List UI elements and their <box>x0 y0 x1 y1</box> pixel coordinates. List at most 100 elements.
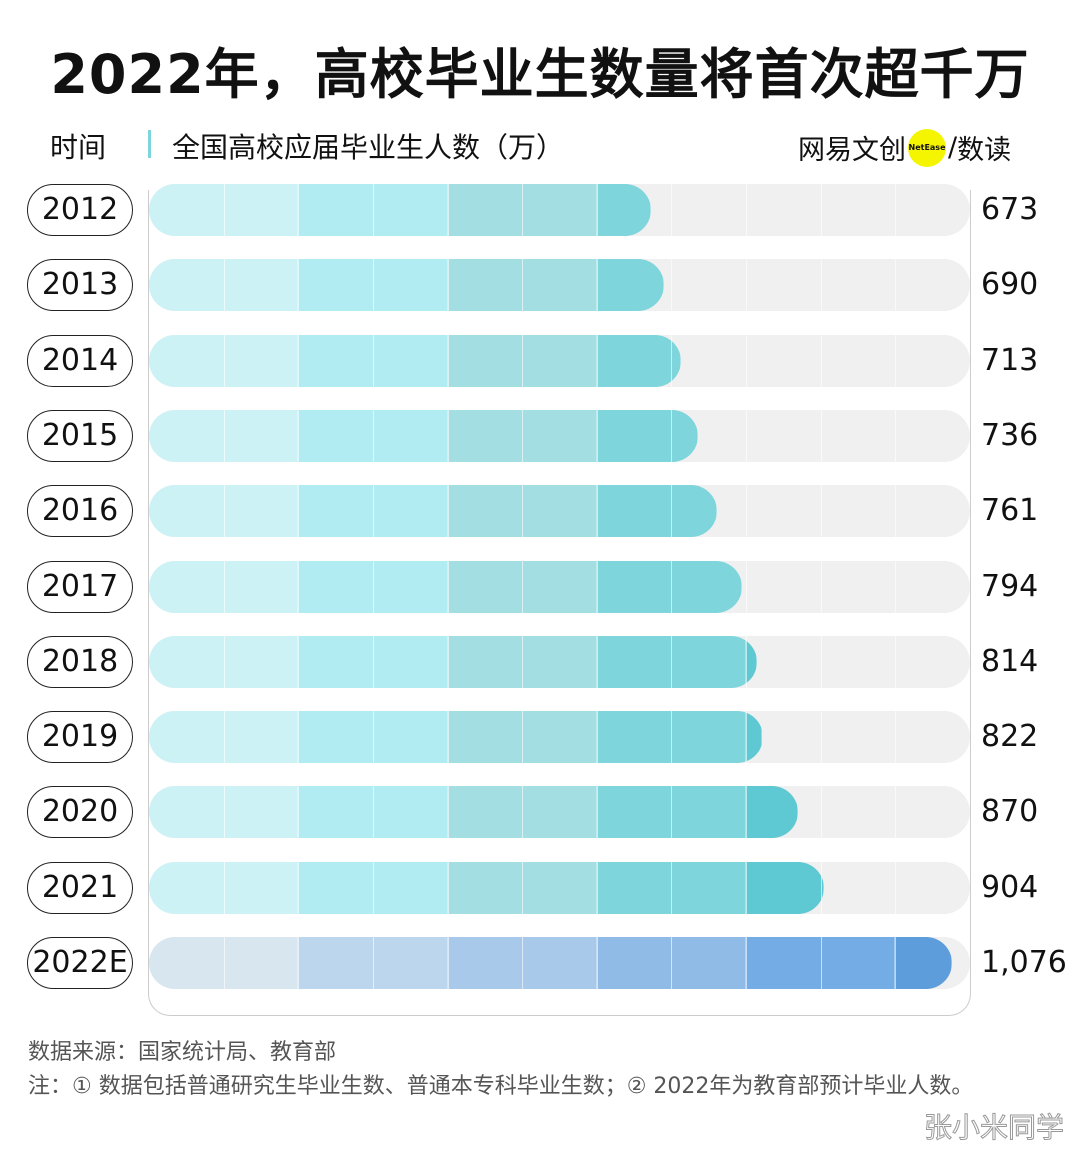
year-label: 2012 <box>27 184 133 236</box>
gridline <box>671 786 673 839</box>
gridline <box>820 409 822 462</box>
gridline <box>746 259 748 312</box>
gridline <box>746 409 748 462</box>
gridline <box>596 485 598 538</box>
gridline <box>372 409 374 462</box>
gridline <box>746 184 748 236</box>
gridline <box>522 635 524 688</box>
gridline <box>298 560 300 613</box>
bar <box>149 786 799 839</box>
bar-track <box>149 184 970 236</box>
bar <box>149 635 757 688</box>
gridline <box>372 259 374 312</box>
gridline <box>895 711 897 764</box>
gridline <box>746 334 748 387</box>
gridline <box>671 184 673 236</box>
gridline <box>671 861 673 914</box>
bar-row: 2015 736 <box>0 409 1080 462</box>
gridline <box>447 334 449 387</box>
gridline <box>298 937 300 989</box>
gridline <box>372 334 374 387</box>
gridline <box>746 560 748 613</box>
gridline <box>223 560 225 613</box>
gridline <box>223 635 225 688</box>
bar <box>149 937 953 989</box>
bar-track <box>149 786 970 839</box>
bar-row: 2020 870 <box>0 786 1080 839</box>
footnote: 注：① 数据包括普通研究生毕业生数、普通本专科毕业生数；② 2022年为教育部预… <box>28 1074 974 1099</box>
year-label: 2017 <box>27 560 133 613</box>
gridline <box>820 259 822 312</box>
gridline <box>820 485 822 538</box>
gridline <box>596 560 598 613</box>
value-label: 794 <box>981 568 1039 604</box>
bar-track <box>149 861 970 914</box>
bar-row: 2021 904 <box>0 861 1080 914</box>
gridline <box>596 334 598 387</box>
chart-title: 2022年，高校毕业生数量将首次超千万 <box>50 43 1030 106</box>
gridline <box>671 937 673 989</box>
gridline <box>223 259 225 312</box>
year-label: 2019 <box>27 711 133 764</box>
bar-row: 2019 822 <box>0 711 1080 764</box>
gridline <box>596 409 598 462</box>
gridline <box>820 937 822 989</box>
gridline <box>298 786 300 839</box>
gridline <box>372 560 374 613</box>
gridline <box>447 937 449 989</box>
gridline <box>447 635 449 688</box>
gridline <box>372 937 374 989</box>
watermark: 张小米同学 <box>923 1111 1064 1145</box>
bar <box>149 334 682 387</box>
gridline <box>447 485 449 538</box>
gridline <box>522 786 524 839</box>
gridline <box>671 334 673 387</box>
gridline <box>223 184 225 236</box>
header-divider <box>148 130 151 158</box>
year-label: 2021 <box>27 861 133 914</box>
bar-row: 2014 713 <box>0 334 1080 387</box>
bar-row: 2012 673 <box>0 184 1080 236</box>
gridline <box>746 635 748 688</box>
gridline <box>820 184 822 236</box>
gridline <box>223 786 225 839</box>
value-axis-label: 全国高校应届毕业生人数（万） <box>172 131 565 164</box>
gridline <box>372 786 374 839</box>
value-label: 713 <box>981 342 1039 378</box>
value-label: 690 <box>981 267 1039 303</box>
value-label: 736 <box>981 417 1039 453</box>
gridline <box>895 560 897 613</box>
year-label: 2015 <box>27 409 133 462</box>
bar-track <box>149 485 970 538</box>
year-label: 2020 <box>27 786 133 839</box>
gridline <box>447 259 449 312</box>
gridline <box>746 485 748 538</box>
gridline <box>372 184 374 236</box>
bar-track <box>149 334 970 387</box>
gridline <box>298 861 300 914</box>
gridline <box>746 786 748 839</box>
gridline <box>223 861 225 914</box>
gridline <box>522 409 524 462</box>
bar-row: 2016 761 <box>0 485 1080 538</box>
gridline <box>895 259 897 312</box>
gridline <box>372 635 374 688</box>
gridline <box>298 711 300 764</box>
gridline <box>522 560 524 613</box>
gridline <box>372 711 374 764</box>
year-label: 2022E <box>27 937 133 989</box>
gridline <box>820 711 822 764</box>
gridline <box>895 786 897 839</box>
gridline <box>671 711 673 764</box>
gridline <box>671 485 673 538</box>
bar <box>149 485 717 538</box>
bar-track <box>149 560 970 613</box>
gridline <box>596 259 598 312</box>
gridline <box>895 334 897 387</box>
bar-track <box>149 259 970 312</box>
gridline <box>596 184 598 236</box>
gridline <box>820 861 822 914</box>
gridline <box>522 711 524 764</box>
gridline <box>447 861 449 914</box>
time-axis-label: 时间 <box>50 131 107 164</box>
